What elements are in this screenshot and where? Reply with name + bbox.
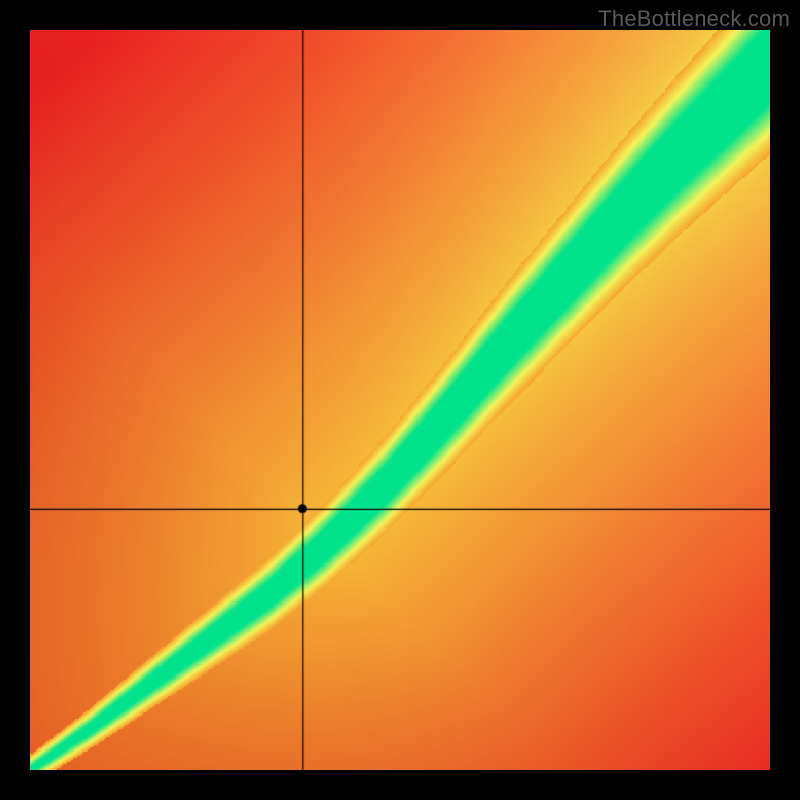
watermark-text: TheBottleneck.com xyxy=(598,6,790,32)
bottleneck-heatmap xyxy=(30,30,770,770)
chart-container: TheBottleneck.com xyxy=(0,0,800,800)
